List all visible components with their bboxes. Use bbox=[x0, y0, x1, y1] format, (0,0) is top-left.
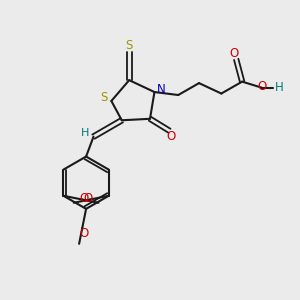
Text: S: S bbox=[125, 39, 133, 52]
Text: H: H bbox=[275, 81, 284, 94]
Text: O: O bbox=[79, 192, 88, 205]
Text: O: O bbox=[229, 47, 239, 60]
Text: O: O bbox=[79, 226, 88, 240]
Text: H: H bbox=[81, 128, 89, 138]
Text: N: N bbox=[157, 82, 165, 96]
Text: O: O bbox=[257, 80, 267, 93]
Text: S: S bbox=[100, 92, 108, 104]
Text: O: O bbox=[166, 130, 176, 143]
Text: O: O bbox=[83, 192, 92, 205]
